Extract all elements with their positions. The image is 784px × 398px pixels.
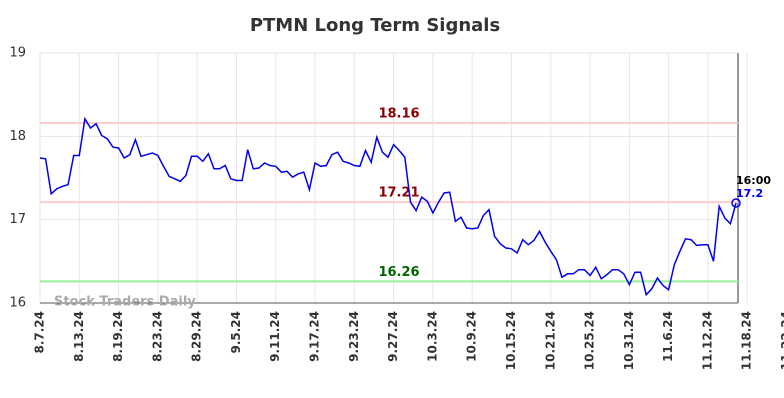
x-tick-label: 10.31.24 — [622, 311, 636, 370]
x-tick-label: 9.27.24 — [386, 311, 400, 362]
signal-label: 16.26 — [378, 265, 419, 280]
x-tick-label: 9.23.24 — [347, 311, 361, 362]
x-tick-label: 8.19.24 — [111, 311, 125, 362]
x-tick-label: 10.21.24 — [543, 311, 557, 370]
x-tick-label: 8.7.24 — [33, 311, 47, 354]
price-line — [39, 116, 737, 297]
x-tick-label: 10.3.24 — [425, 311, 439, 362]
watermark: Stock Traders Daily — [54, 295, 196, 310]
x-tick-label: 8.29.24 — [190, 311, 204, 362]
signal-label: 17.21 — [378, 186, 419, 201]
x-tick-label: 8.13.24 — [72, 311, 86, 362]
last-value: 17.2 — [736, 187, 763, 200]
y-tick-label: 17 — [9, 212, 26, 227]
x-tick-label: 11.12.24 — [700, 311, 714, 370]
x-tick-label: 9.5.24 — [229, 311, 243, 354]
signal-label: 18.16 — [378, 107, 419, 122]
x-tick-label: 8.23.24 — [150, 311, 164, 362]
last-time: 16:00 — [736, 174, 771, 187]
y-tick-label: 19 — [9, 46, 26, 61]
x-tick-label: 11.22.24 — [779, 311, 784, 370]
x-tick-label: 10.25.24 — [583, 311, 597, 370]
y-tick-label: 18 — [9, 129, 26, 144]
x-tick-label: 10.9.24 — [465, 311, 479, 362]
chart-title: PTMN Long Term Signals — [250, 15, 500, 36]
x-tick-label: 9.11.24 — [268, 311, 282, 362]
x-tick-label: 10.15.24 — [504, 311, 518, 370]
last-point — [731, 198, 741, 208]
x-tick-label: 11.6.24 — [661, 311, 675, 362]
x-tick-label: 9.17.24 — [308, 311, 322, 362]
x-tick-label: 11.18.24 — [740, 311, 754, 370]
y-tick-label: 16 — [9, 296, 26, 311]
